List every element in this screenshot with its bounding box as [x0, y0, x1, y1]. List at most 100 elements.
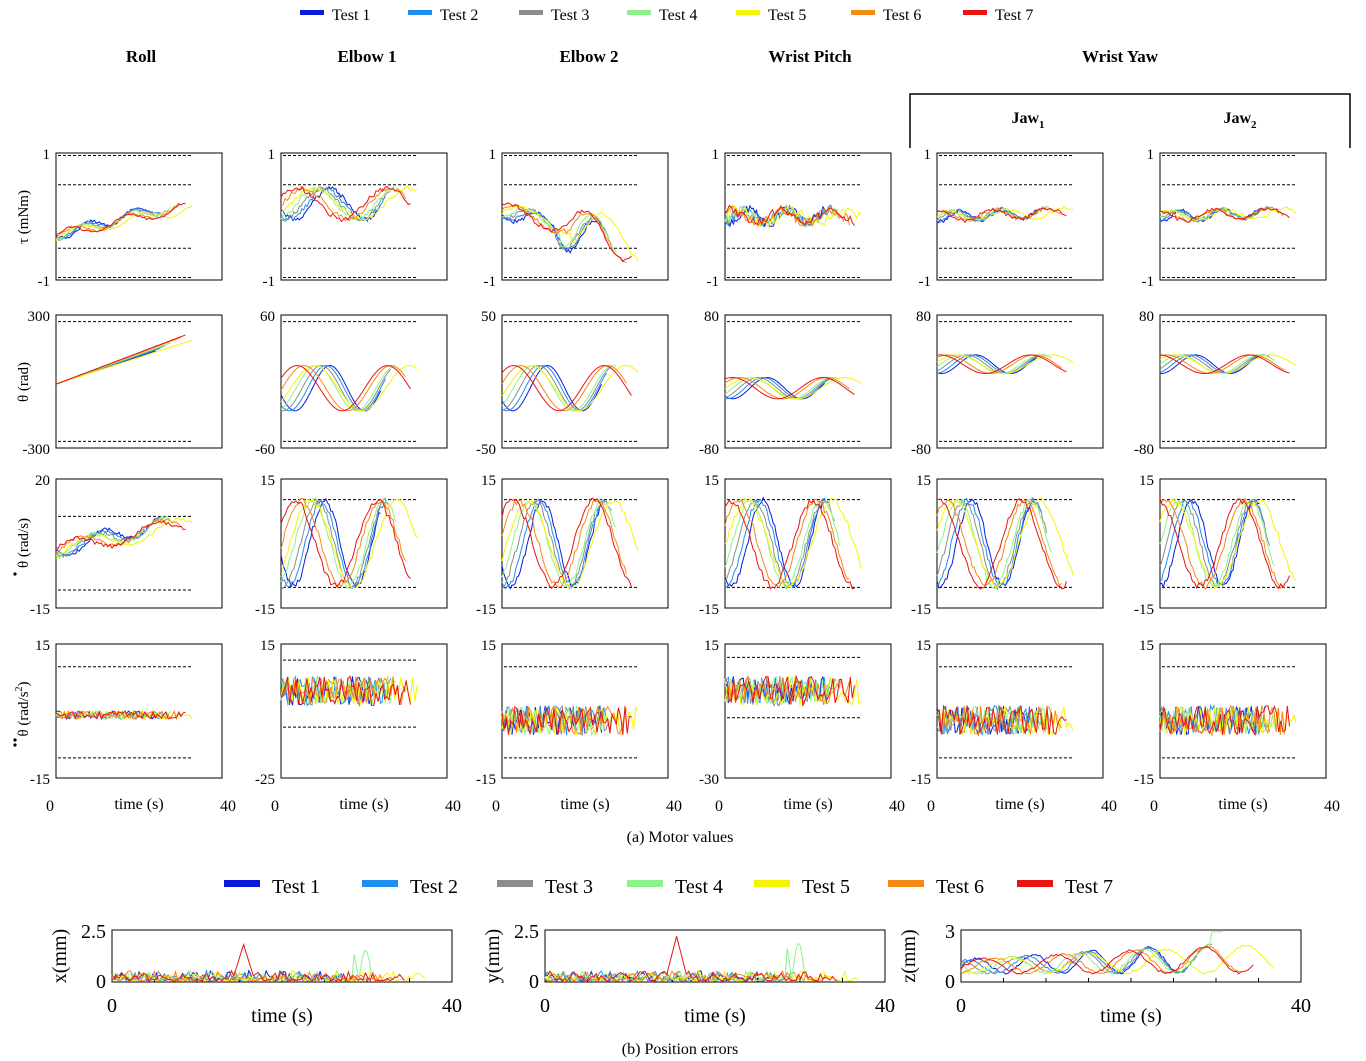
series-test-5	[724, 376, 862, 400]
y-tick-min: -15	[911, 772, 931, 788]
series-test-7	[936, 704, 1067, 736]
legend-bottom-swatch-6	[888, 880, 924, 887]
series-test-2	[280, 498, 387, 590]
panel-tau-col6: 1 -1	[1142, 147, 1327, 290]
x-tick-min: 0	[540, 995, 550, 1017]
x-tick-min: 0	[271, 798, 279, 815]
series-test-7	[1159, 354, 1290, 374]
x-tick-max: 40	[666, 798, 682, 815]
legend-label-7: Test 7	[995, 7, 1033, 24]
legend-bottom-label-2: Test 2	[410, 876, 458, 898]
series-test-1	[501, 365, 603, 412]
legend-swatch-6	[851, 10, 875, 15]
y-tick-min: -1	[707, 274, 720, 290]
series-test-4	[936, 354, 1052, 374]
error-series-test-4	[960, 931, 1223, 975]
series-test-5	[1159, 497, 1297, 590]
position-error-panel-x: x(mm) 2.5 00 40 time (s)	[49, 921, 462, 1027]
legend-bottom-swatch-5	[754, 880, 790, 887]
series-test-6	[724, 674, 850, 705]
y-tick-min: -15	[30, 602, 50, 618]
series-test-5	[55, 339, 193, 385]
series-test-1	[1160, 354, 1260, 374]
panel-frame	[501, 643, 669, 779]
y-tick-max: 80	[704, 309, 719, 325]
legend-bottom-swatch-3	[497, 880, 533, 887]
series-test-6	[936, 705, 1062, 736]
series-test-7	[501, 365, 632, 412]
x-axis-label: time (s)	[339, 796, 388, 813]
series-test-5	[1159, 354, 1297, 374]
svg-text:θ (rad/s): θ (rad/s)	[16, 518, 32, 568]
y-tick-max: 15	[481, 638, 496, 654]
y-tick-min: -15	[30, 772, 50, 788]
x-axis-label: time (s)	[1218, 796, 1267, 813]
panel-theta_dot-col1: 20 -15	[30, 473, 223, 618]
series-test-2	[501, 365, 608, 412]
y-tick-max: 1	[712, 147, 720, 163]
y-tick-min: 0	[945, 971, 955, 993]
panel-frame	[936, 478, 1104, 609]
series-test-7	[55, 520, 186, 550]
series-test-3	[501, 364, 612, 412]
y-tick-max: 3	[945, 921, 955, 943]
legend-label-5: Test 5	[768, 7, 806, 24]
series-test-6	[936, 354, 1062, 375]
error-series-test-6	[111, 969, 395, 983]
panel-theta_ddot-col3: 15 -15	[476, 638, 669, 788]
error-series-test-7	[544, 936, 838, 982]
column-title-roll: Roll	[126, 47, 157, 66]
y-tick-min: 0	[529, 971, 539, 993]
series-test-1	[1159, 499, 1260, 590]
series-test-5	[501, 499, 639, 588]
legend-swatch-3	[519, 10, 543, 15]
series-test-2	[724, 497, 830, 589]
series-test-7	[936, 354, 1067, 374]
panel-theta-col5: 80 -80	[911, 309, 1104, 458]
series-test-6	[280, 364, 406, 412]
legend-swatch-7	[963, 10, 987, 15]
y-tick-max: 15	[1139, 473, 1154, 489]
panel-theta_dot-col3: 15 -15	[476, 473, 669, 618]
panel-tau-col5: 1 -1	[919, 147, 1104, 290]
y-tick-min: -300	[23, 442, 51, 458]
y-tick-min: -30	[699, 772, 719, 788]
legend-label-6: Test 6	[883, 7, 921, 24]
x-axis-label: time (s)	[995, 796, 1044, 813]
series-test-7	[501, 202, 632, 263]
series-test-2	[280, 365, 387, 412]
panel-theta-col3: 50 -50	[476, 309, 669, 458]
panel-theta_ddot-col4: 15 -30	[699, 638, 892, 788]
x-tick-min: 0	[956, 995, 966, 1017]
series-test-7	[280, 498, 411, 589]
series-test-6	[280, 185, 406, 222]
series-test-7	[55, 202, 186, 235]
row-label-tau: τ (mNm)	[16, 190, 32, 244]
error-series-test-5	[544, 969, 859, 982]
x-tick-max: 40	[442, 995, 462, 1017]
series-test-3	[280, 186, 391, 222]
panel-frame	[55, 314, 223, 449]
panel-theta_ddot-col1: 15 -15	[30, 638, 223, 788]
series-test-3	[936, 354, 1047, 375]
error-series-test-6	[960, 945, 1244, 975]
legend-swatch-2	[408, 10, 432, 15]
legend-swatch-1	[300, 10, 324, 15]
y-tick-max: 50	[481, 309, 496, 325]
legend-label-1: Test 1	[332, 7, 370, 24]
series-test-4	[724, 376, 840, 400]
panel-frame	[501, 152, 669, 281]
x-tick-min: 0	[715, 798, 723, 815]
y-tick-min: -15	[1134, 602, 1154, 618]
legend-swatch-5	[736, 10, 760, 15]
y-tick-min: -15	[255, 602, 275, 618]
series-test-2	[1159, 498, 1266, 587]
x-tick-max: 40	[1291, 995, 1311, 1017]
panel-theta_ddot-col6: 15 -15	[1134, 638, 1327, 788]
panel-theta-col1: 300 -300	[23, 309, 223, 458]
series-test-7	[280, 365, 411, 412]
series-test-7	[936, 207, 1067, 224]
legend-swatch-4	[627, 10, 651, 15]
series-test-1	[724, 376, 825, 400]
